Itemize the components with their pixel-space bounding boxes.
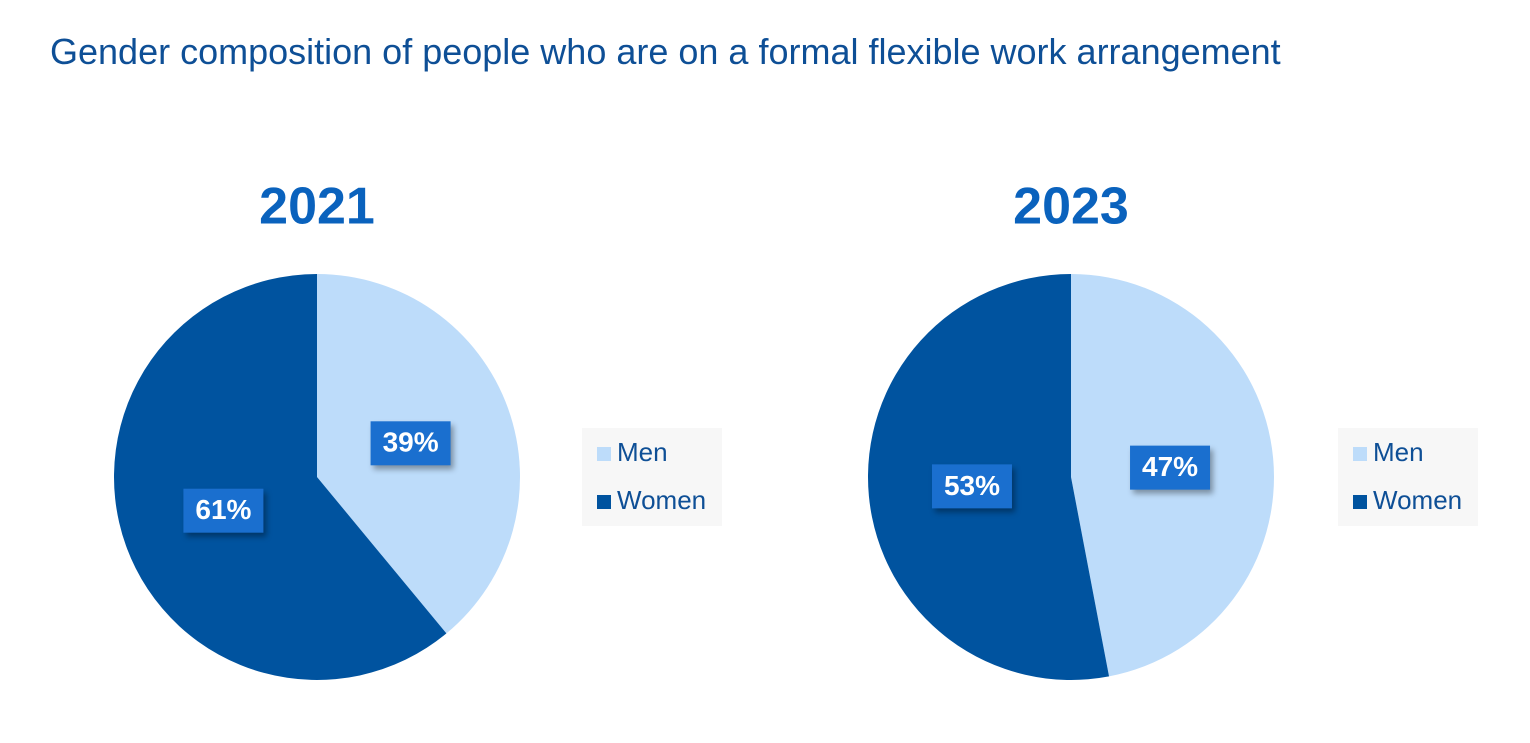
legend-swatch [597, 447, 611, 461]
value-label: 53% [944, 470, 1000, 501]
legend-text: Women [617, 485, 706, 515]
legend-box [582, 428, 722, 526]
legend-text: Men [1373, 437, 1424, 467]
legend-swatch [1353, 495, 1367, 509]
legend-swatch [597, 495, 611, 509]
legend-swatch [1353, 447, 1367, 461]
value-label-box [931, 464, 1012, 509]
legend-box [1338, 428, 1478, 526]
value-label-box [183, 488, 264, 533]
page-title: Gender composition of people who are on … [50, 31, 1281, 72]
pie-title: 2021 [259, 178, 375, 236]
value-label: 39% [383, 427, 439, 458]
value-label-box [1130, 445, 1211, 490]
value-label: 47% [1142, 451, 1198, 482]
value-label-box [370, 421, 451, 466]
pie-title: 2023 [1013, 178, 1129, 236]
value-label: 61% [195, 494, 251, 525]
pie-slice [113, 274, 447, 680]
legend-text: Women [1373, 485, 1462, 515]
legend-text: Men [617, 437, 668, 467]
